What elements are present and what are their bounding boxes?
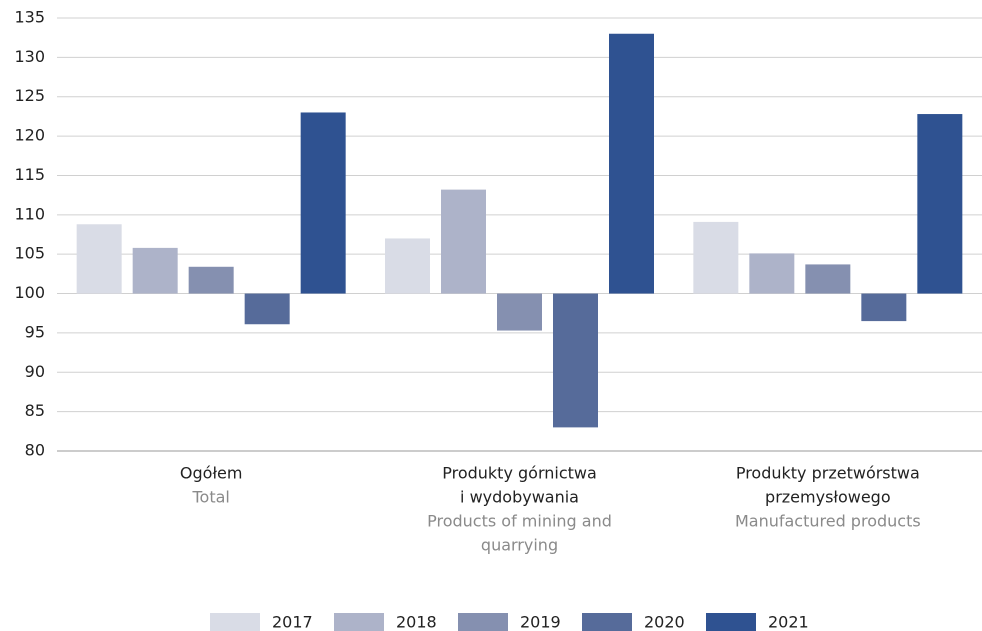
legend-label: 2017	[272, 613, 313, 631]
legend-label: 2021	[768, 613, 809, 631]
legend-label: 2018	[396, 613, 437, 631]
y-tick-label: 80	[25, 441, 45, 460]
y-tick-label: 130	[14, 47, 45, 66]
x-tick-label-en: Products of mining and	[427, 512, 612, 531]
y-tick-label: 135	[14, 8, 45, 27]
y-tick-label: 115	[14, 165, 45, 184]
y-tick-label: 105	[14, 244, 45, 263]
y-tick-label: 90	[25, 362, 45, 381]
bar	[609, 33, 654, 294]
bar	[749, 253, 795, 294]
bar	[861, 293, 907, 322]
x-tick-label: i wydobywania	[460, 488, 579, 507]
bar	[76, 224, 122, 294]
y-tick-label: 95	[25, 322, 45, 341]
x-tick-label: Ogółem	[180, 464, 243, 483]
legend-swatch	[582, 613, 632, 631]
bar	[693, 221, 739, 294]
y-tick-label: 110	[14, 204, 45, 223]
x-tick-label: Produkty przetwórstwa	[736, 464, 920, 483]
x-tick-label-en: quarrying	[481, 536, 558, 555]
legend-swatch	[706, 613, 756, 631]
y-tick-label: 100	[14, 283, 45, 302]
y-tick-label: 125	[14, 86, 45, 105]
bar	[244, 293, 290, 325]
legend-swatch	[458, 613, 508, 631]
y-tick-label: 85	[25, 401, 45, 420]
bar	[553, 293, 598, 428]
legend-label: 2020	[644, 613, 685, 631]
y-tick-label: 120	[14, 126, 45, 145]
bar	[385, 238, 430, 294]
bar	[917, 114, 963, 294]
legend-swatch	[210, 613, 260, 631]
bar	[805, 264, 851, 294]
legend-label: 2019	[520, 613, 561, 631]
bar	[132, 247, 178, 294]
x-tick-label: Produkty górnictwa	[442, 464, 597, 483]
bar	[497, 293, 542, 331]
bar	[188, 266, 234, 294]
x-tick-label-en: Total	[191, 488, 229, 507]
x-tick-label: przemysłowego	[765, 488, 891, 507]
x-tick-label-en: Manufactured products	[735, 512, 921, 531]
bar	[300, 112, 346, 294]
legend-swatch	[334, 613, 384, 631]
bar	[441, 189, 486, 294]
